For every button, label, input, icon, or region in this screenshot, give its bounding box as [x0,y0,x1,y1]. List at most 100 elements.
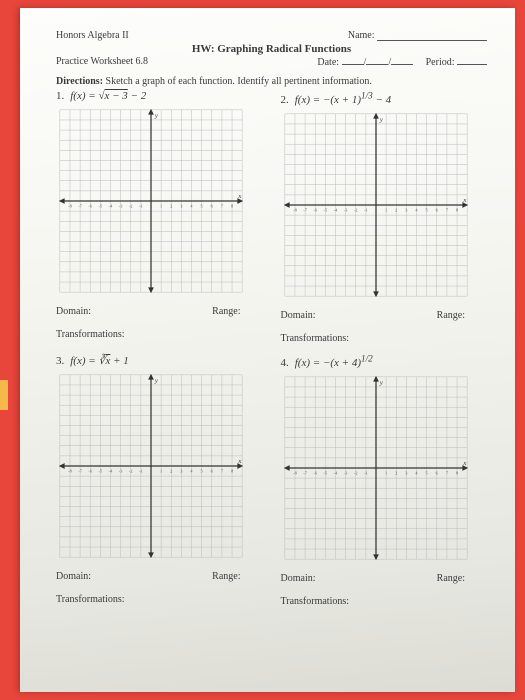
svg-text:-1: -1 [139,204,143,209]
svg-text:x: x [462,460,466,467]
svg-text:8: 8 [231,468,233,473]
graph-grid: -8-7-6-5-4-3-2-112345678xy [56,371,246,561]
name-field: Name: [348,30,487,41]
svg-text:-5: -5 [323,471,327,476]
svg-text:-7: -7 [78,204,82,209]
svg-text:7: 7 [221,468,224,473]
svg-text:3: 3 [405,471,407,476]
svg-text:2: 2 [170,468,172,473]
transformations-label: Transformations: [56,594,263,605]
function-expr: 1.f(x) = √x − 3 − 2 [56,90,263,102]
domain-range-row: Domain: Range: [56,571,263,582]
svg-text:6: 6 [211,468,214,473]
graph-grid: -8-7-6-5-4-3-2-112345678xy [281,373,471,563]
domain-label: Domain: [56,571,91,582]
svg-text:5: 5 [425,207,427,212]
range-label: Range: [437,310,465,321]
svg-text:1: 1 [160,468,162,473]
svg-text:y: y [154,113,158,120]
problem: 1.f(x) = √x − 3 − 2 -8-7-6-5-4-3-2-11234… [56,90,263,350]
transformations-label: Transformations: [56,329,263,340]
function-expr: 2.f(x) = −(x + 1)1/3 − 4 [281,90,488,106]
course-title: Honors Algebra II [56,30,129,41]
svg-text:4: 4 [415,207,418,212]
svg-text:2: 2 [395,471,397,476]
svg-text:-7: -7 [78,468,82,473]
practice-label: Practice Worksheet 6.8 [56,56,148,68]
svg-text:3: 3 [405,207,407,212]
svg-text:-1: -1 [364,471,368,476]
svg-text:1: 1 [385,207,387,212]
problem: 4.f(x) = −(x + 4)1/2 -8 -7 -6 -5 -4 -3 -2 -1 1 2 3… [281,354,488,614]
svg-text:-2: -2 [353,471,357,476]
svg-text:3: 3 [180,204,182,209]
directions: Directions: Sketch a graph of each funct… [56,76,487,87]
svg-text:-3: -3 [119,468,123,473]
header-row-2: Practice Worksheet 6.8 Date: // Period: [56,56,487,68]
function-expr: 3.f(x) = ∛x + 1 [56,354,263,367]
svg-text:-5: -5 [99,468,103,473]
svg-text:-7: -7 [303,207,307,212]
range-label: Range: [437,573,465,584]
domain-label: Domain: [281,573,316,584]
svg-text:-4: -4 [109,204,113,209]
svg-text:-4: -4 [109,468,113,473]
svg-text:2: 2 [170,204,172,209]
svg-text:-4: -4 [333,471,337,476]
header-row-1: Honors Algebra II Name: [56,30,487,41]
svg-text:-1: -1 [139,468,143,473]
svg-text:-2: -2 [353,207,357,212]
svg-text:-5: -5 [323,207,327,212]
function-expr: 4.f(x) = −(x + 4)1/2 [281,354,488,370]
domain-label: Domain: [56,306,91,317]
svg-text:x: x [237,458,241,465]
svg-text:-4: -4 [333,207,337,212]
svg-text:7: 7 [445,471,448,476]
range-label: Range: [212,571,240,582]
transformations-label: Transformations: [281,333,488,344]
range-label: Range: [212,306,240,317]
svg-text:-3: -3 [343,207,347,212]
svg-text:-8: -8 [293,471,297,476]
svg-text:y: y [154,377,158,384]
svg-text:4: 4 [415,471,418,476]
svg-text:4: 4 [190,204,193,209]
svg-text:-8: -8 [68,468,72,473]
svg-text:8: 8 [231,204,233,209]
svg-text:5: 5 [201,468,203,473]
domain-range-row: Domain: Range: [281,310,488,321]
svg-text:x: x [237,193,241,200]
svg-text:5: 5 [201,204,203,209]
svg-text:6: 6 [435,471,438,476]
svg-text:4: 4 [190,468,193,473]
svg-text:1: 1 [385,471,387,476]
transformations-label: Transformations: [281,596,488,607]
domain-range-row: Domain: Range: [281,573,488,584]
domain-label: Domain: [281,310,316,321]
svg-text:-6: -6 [88,468,92,473]
problems-grid: 1.f(x) = √x − 3 − 2 -8-7-6-5-4-3-2-11234… [56,90,487,613]
problem: 2.f(x) = −(x + 1)1/3 − 4 -8-7-6-5-4-3-2-… [281,90,488,350]
svg-text:6: 6 [211,204,214,209]
svg-text:y: y [378,116,382,123]
svg-text:-5: -5 [99,204,103,209]
svg-text:-1: -1 [364,207,368,212]
svg-text:7: 7 [445,207,448,212]
svg-text:-3: -3 [343,471,347,476]
graph-grid: -8-7-6-5-4-3-2-112345678xy [281,110,471,300]
svg-text:6: 6 [435,207,438,212]
svg-text:-6: -6 [313,207,317,212]
worksheet-title: HW: Graphing Radical Functions [56,43,487,55]
svg-text:-2: -2 [129,468,133,473]
svg-text:8: 8 [455,207,457,212]
svg-text:-2: -2 [129,204,133,209]
svg-text:1: 1 [160,204,162,209]
problem: 3.f(x) = ∛x + 1 -8-7-6-5-4-3-2-112345678… [56,354,263,614]
graph-grid: -8-7-6-5-4-3-2-112345678xy [56,106,246,296]
svg-text:-6: -6 [313,471,317,476]
svg-text:-7: -7 [303,471,307,476]
worksheet-paper: Honors Algebra II Name: HW: Graphing Rad… [20,8,515,692]
svg-text:x: x [462,197,466,204]
svg-text:2: 2 [395,207,397,212]
domain-range-row: Domain: Range: [56,306,263,317]
